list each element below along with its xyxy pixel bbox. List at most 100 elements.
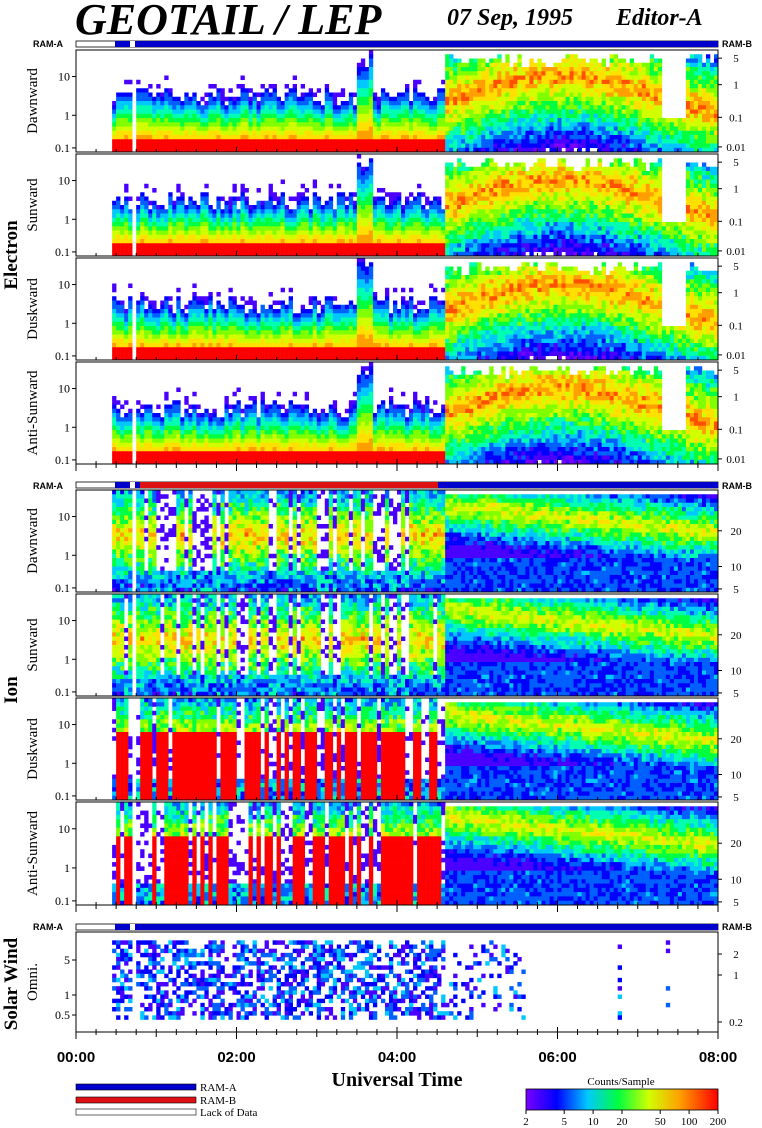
heatmap-cell [629, 205, 635, 210]
heatmap-cell [501, 188, 506, 193]
heatmap-cell [589, 175, 594, 180]
heatmap-cell [160, 217, 165, 223]
heatmap-cell [633, 217, 639, 223]
heatmap-cell [437, 126, 442, 132]
heatmap-cell [477, 122, 482, 127]
heatmap-cell [489, 183, 494, 189]
heatmap-cell [332, 226, 338, 231]
heatmap-cell [433, 118, 438, 123]
heatmap-cell [200, 113, 205, 119]
heatmap-cell [437, 234, 442, 240]
heatmap-cell [505, 88, 510, 93]
heatmap-cell [124, 183, 129, 189]
heatmap-cell [625, 243, 631, 248]
heatmap-cell [320, 105, 326, 110]
heatmap-cell [585, 135, 590, 140]
heatmap-cell [445, 213, 450, 219]
heatmap-cell [613, 126, 618, 132]
heatmap-cell [128, 139, 133, 144]
heatmap-cell [124, 243, 129, 248]
heatmap-cell [565, 226, 570, 231]
heatmap-cell [272, 226, 277, 231]
heatmap-cell [633, 122, 639, 127]
heatmap-cell [649, 213, 655, 219]
heatmap-cell [637, 183, 643, 189]
heatmap-cell [188, 239, 193, 244]
heatmap-cell [577, 239, 582, 244]
heatmap-cell [204, 200, 209, 206]
heatmap-cell [585, 171, 590, 176]
heatmap-cell [465, 251, 470, 257]
heatmap-cell [589, 143, 594, 149]
heatmap-cell [425, 226, 430, 231]
heatmap-cell [176, 196, 181, 202]
heatmap-cell [360, 200, 366, 206]
heatmap-cell [517, 135, 522, 140]
heatmap-cell [609, 101, 614, 106]
heatmap-cell [433, 147, 438, 153]
heatmap-cell [557, 234, 562, 240]
heatmap-cell [525, 247, 530, 253]
heatmap-cell [553, 118, 558, 123]
heatmap-cell [713, 88, 719, 93]
heatmap-cell [405, 84, 410, 89]
heatmap-cell [208, 143, 213, 149]
heatmap-cell [449, 226, 454, 231]
heatmap-cell [336, 239, 342, 244]
heatmap-cell [405, 147, 410, 153]
heatmap-cell [593, 88, 598, 93]
heatmap-cell [212, 147, 217, 153]
heatmap-cell [268, 234, 273, 240]
y-tick-label: 1 [64, 108, 70, 122]
heatmap-cell [561, 239, 566, 244]
heatmap-cell [561, 71, 566, 76]
heatmap-cell [236, 234, 241, 240]
heatmap-cell [188, 209, 193, 214]
heatmap-cell [228, 196, 233, 202]
heatmap-cell [629, 139, 635, 144]
heatmap-cell [413, 143, 418, 149]
heatmap-cell [513, 71, 518, 76]
heatmap-cell [601, 92, 606, 98]
heatmap-cell [505, 162, 510, 168]
heatmap-cell [529, 126, 534, 132]
heatmap-cell [561, 62, 566, 68]
heatmap-cell [525, 105, 530, 110]
heatmap-cell [621, 205, 627, 210]
heatmap-cell [437, 130, 442, 136]
heatmap-cell [413, 79, 418, 85]
heatmap-cell [529, 183, 534, 189]
heatmap-cell [328, 247, 334, 253]
heatmap-cell [192, 230, 197, 236]
heatmap-cell [397, 200, 402, 206]
heatmap-cell [629, 196, 635, 202]
heatmap-cell [360, 251, 366, 257]
heatmap-cell [248, 213, 253, 219]
heatmap-cell [589, 92, 594, 98]
heatmap-cell [228, 88, 233, 93]
heatmap-cell [517, 222, 522, 227]
heatmap-cell [597, 122, 602, 127]
heatmap-cell [364, 171, 370, 176]
heatmap-cell [128, 243, 133, 248]
heatmap-cell [449, 67, 454, 72]
heatmap-cell [493, 175, 498, 180]
heatmap-cell [617, 67, 622, 72]
heatmap-cell [653, 62, 659, 68]
heatmap-cell [453, 79, 458, 85]
heatmap-cell [212, 130, 217, 136]
heatmap-cell [360, 171, 366, 176]
heatmap-cell [509, 183, 514, 189]
heatmap-cell [713, 109, 719, 115]
heatmap-cell [653, 118, 659, 123]
heatmap-cell [144, 92, 149, 98]
heatmap-cell [601, 105, 606, 110]
heatmap-cell [340, 243, 346, 248]
heatmap-cell [569, 139, 574, 144]
heatmap-cell [445, 179, 450, 185]
heatmap-cell [441, 234, 446, 240]
heatmap-cell [453, 192, 458, 197]
heatmap-cell [360, 67, 366, 72]
heatmap-cell [360, 96, 366, 102]
heatmap-cell [296, 122, 301, 127]
